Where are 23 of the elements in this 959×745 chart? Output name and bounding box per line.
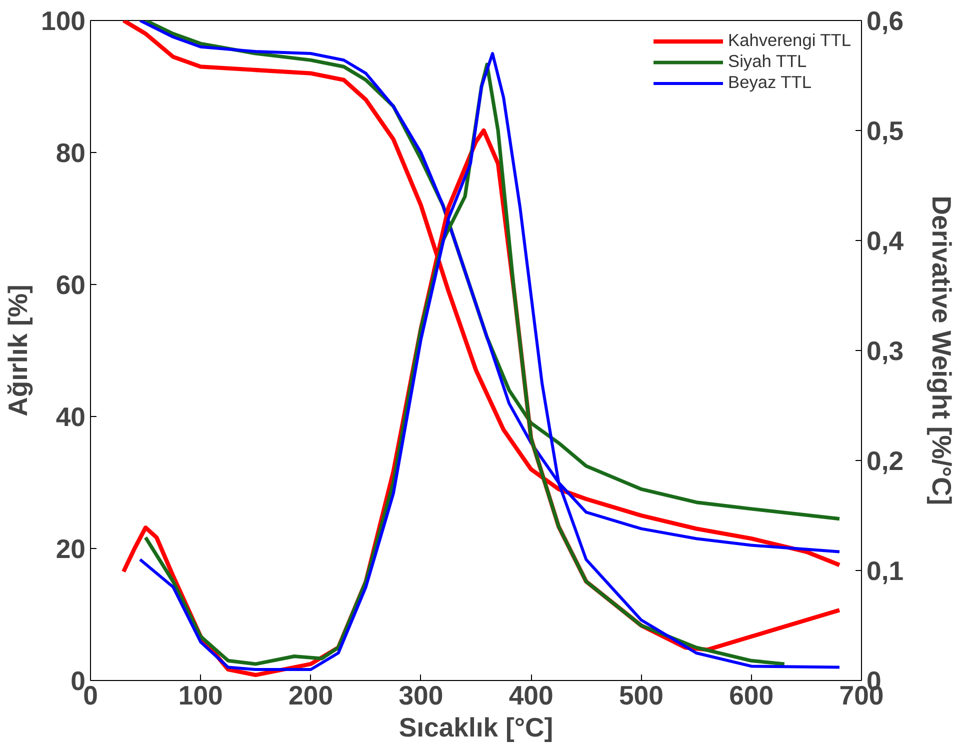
y-tick-label: 80 bbox=[56, 138, 86, 168]
y-axis-title: Ağırlık [%] bbox=[3, 284, 34, 416]
legend-label: Beyaz TTL bbox=[728, 72, 812, 93]
y2-tick-label: 0,2 bbox=[866, 446, 904, 476]
y2-tick-label: 0,5 bbox=[866, 116, 904, 146]
x-tick-label: 600 bbox=[729, 680, 774, 710]
x-axis-title: Sıcaklık [°C] bbox=[398, 712, 554, 742]
x-tick-label: 200 bbox=[288, 680, 334, 710]
x-tick-label: 400 bbox=[508, 680, 554, 710]
y2-axis-title: Derivative Weight [%/°C] bbox=[926, 196, 957, 506]
y2-tick-label: 0,6 bbox=[866, 6, 904, 36]
y2-tick-label: 0,4 bbox=[866, 226, 904, 256]
legend-label: Kahverengi TTL bbox=[728, 30, 851, 51]
y-tick-label: 60 bbox=[56, 270, 86, 300]
y-tick-label: 20 bbox=[56, 534, 86, 564]
y-tick-label: 100 bbox=[41, 6, 86, 36]
x-tick-label: 500 bbox=[618, 680, 664, 710]
y2-tick-label: 0,1 bbox=[866, 556, 904, 586]
legend-label: Siyah TTL bbox=[728, 51, 807, 72]
x-tick-label: 300 bbox=[398, 680, 444, 710]
y-tick-label: 40 bbox=[56, 402, 86, 432]
y2-tick-label: 0,3 bbox=[866, 336, 904, 366]
x-tick-label: 100 bbox=[178, 680, 223, 710]
